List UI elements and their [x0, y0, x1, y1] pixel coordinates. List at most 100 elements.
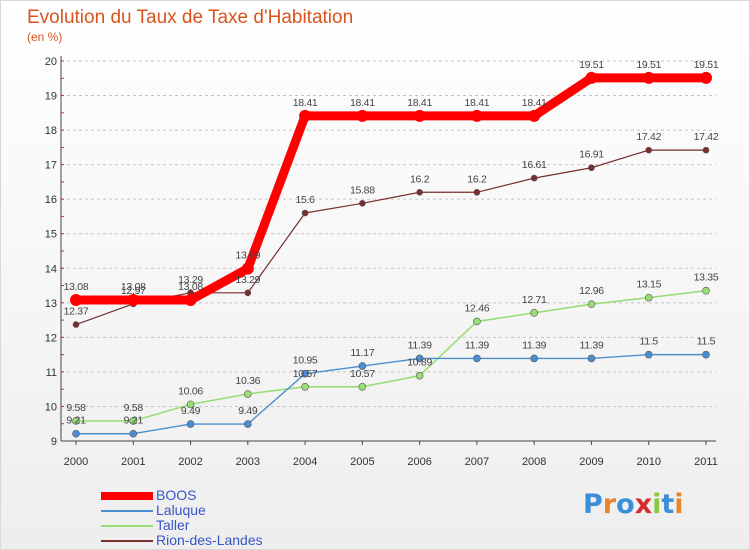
x-tick-label: 2001	[121, 456, 145, 468]
data-label: 10.06	[178, 385, 203, 397]
data-point	[702, 146, 710, 154]
data-label: 19.51	[694, 59, 719, 71]
data-label: 16.2	[467, 173, 487, 185]
data-point	[129, 429, 138, 438]
data-point	[72, 321, 80, 328]
data-label: 10.57	[350, 368, 375, 380]
data-label: 15.88	[350, 184, 375, 196]
data-label: 11.5	[697, 336, 716, 348]
data-label: 13.29	[178, 274, 203, 286]
data-label: 9.58	[66, 402, 86, 414]
data-point	[587, 300, 596, 309]
y-tick-label: 13	[45, 298, 57, 310]
series-line-0	[71, 73, 711, 305]
x-tick-label: 2008	[522, 456, 546, 468]
data-point	[473, 317, 481, 326]
data-point	[186, 420, 195, 428]
data-point	[184, 294, 197, 307]
y-tick-label: 19	[45, 91, 57, 103]
x-tick-label: 2002	[178, 456, 202, 468]
data-point	[700, 71, 712, 84]
y-tick-label: 17	[45, 160, 57, 172]
data-point	[645, 146, 653, 154]
data-point	[530, 309, 538, 317]
data-label: 12.97	[121, 285, 146, 297]
data-label: 11.5	[639, 336, 658, 348]
logo-letter: i	[652, 489, 662, 520]
data-label: 10.57	[293, 368, 318, 380]
chart-subtitle: (en %)	[27, 30, 63, 44]
data-label: 9.58	[124, 402, 144, 414]
data-label: 9.49	[238, 405, 258, 417]
data-point	[642, 71, 655, 84]
data-point	[470, 109, 483, 122]
data-label: 12.46	[465, 302, 490, 314]
data-label: 11.39	[408, 339, 432, 351]
data-point	[301, 369, 309, 378]
data-label: 10.95	[293, 355, 318, 367]
data-point	[413, 109, 426, 122]
data-label: 9.21	[66, 415, 86, 427]
series-line-3	[75, 149, 707, 326]
data-point	[473, 188, 481, 196]
data-label: 9.49	[181, 405, 201, 417]
data-label: 12.37	[64, 306, 89, 318]
data-label: 13.08	[121, 281, 146, 293]
proxiti-logo: Proxiti	[583, 489, 684, 520]
data-label: 10.36	[235, 375, 260, 387]
data-point	[301, 209, 309, 217]
y-tick-label: 18	[45, 125, 57, 137]
data-point	[588, 164, 595, 172]
logo-letter: P	[583, 489, 603, 520]
data-point	[244, 390, 252, 398]
logo-letter: r	[602, 489, 617, 520]
data-label: 11.39	[465, 339, 489, 351]
data-point	[416, 188, 423, 196]
data-point	[356, 109, 369, 122]
data-label: 18.41	[465, 97, 490, 109]
data-label: 12.96	[579, 285, 604, 297]
data-point	[301, 382, 309, 391]
data-label: 13.29	[235, 274, 260, 286]
data-label: 13.08	[64, 281, 89, 293]
data-labels: 13.08 13.08 13.08 13.99 18.41 18.41 18.41 18.41…	[64, 59, 720, 427]
y-tick-label: 15	[45, 229, 57, 241]
data-label: 19.51	[636, 59, 661, 71]
data-point	[473, 354, 481, 363]
data-point	[244, 420, 252, 428]
x-tick-label: 2010	[636, 456, 660, 468]
data-point	[702, 350, 710, 359]
legend-swatch	[101, 492, 153, 500]
data-label: 12.71	[522, 294, 547, 306]
legend-swatch	[101, 540, 153, 542]
legend-label: Rion-des-Landes	[156, 532, 263, 548]
data-point	[528, 109, 541, 122]
data-point	[358, 382, 367, 391]
data-label: 18.41	[350, 97, 375, 109]
data-label: 13.99	[235, 250, 260, 262]
logo-letter: x	[634, 489, 653, 520]
legend-swatch	[101, 510, 153, 512]
legend-label: Laluque	[156, 502, 206, 518]
data-point	[644, 293, 653, 302]
data-point	[359, 200, 366, 207]
x-tick-label: 2007	[465, 456, 489, 468]
x-tick-label: 2011	[694, 456, 718, 468]
data-point	[587, 354, 596, 363]
data-label: 18.41	[407, 97, 432, 109]
data-label: 16.61	[522, 159, 547, 171]
y-tick-label: 14	[45, 263, 57, 275]
y-tick-label: 12	[45, 332, 57, 344]
axes: 9 10 11 12 13 14 15 16 17 18 19 20 2000 2001 2002 2003 2…	[45, 56, 718, 468]
data-label: 17.42	[694, 131, 719, 143]
data-label: 11.17	[350, 347, 374, 359]
data-point	[530, 174, 538, 182]
x-tick-label: 2004	[293, 456, 317, 468]
x-tick-label: 2006	[407, 456, 431, 468]
legend-label: BOOS	[156, 487, 197, 503]
data-label: 16.2	[410, 173, 430, 185]
data-label: 11.39	[579, 339, 603, 351]
data-point	[530, 354, 538, 363]
logo-letter: o	[616, 489, 635, 520]
